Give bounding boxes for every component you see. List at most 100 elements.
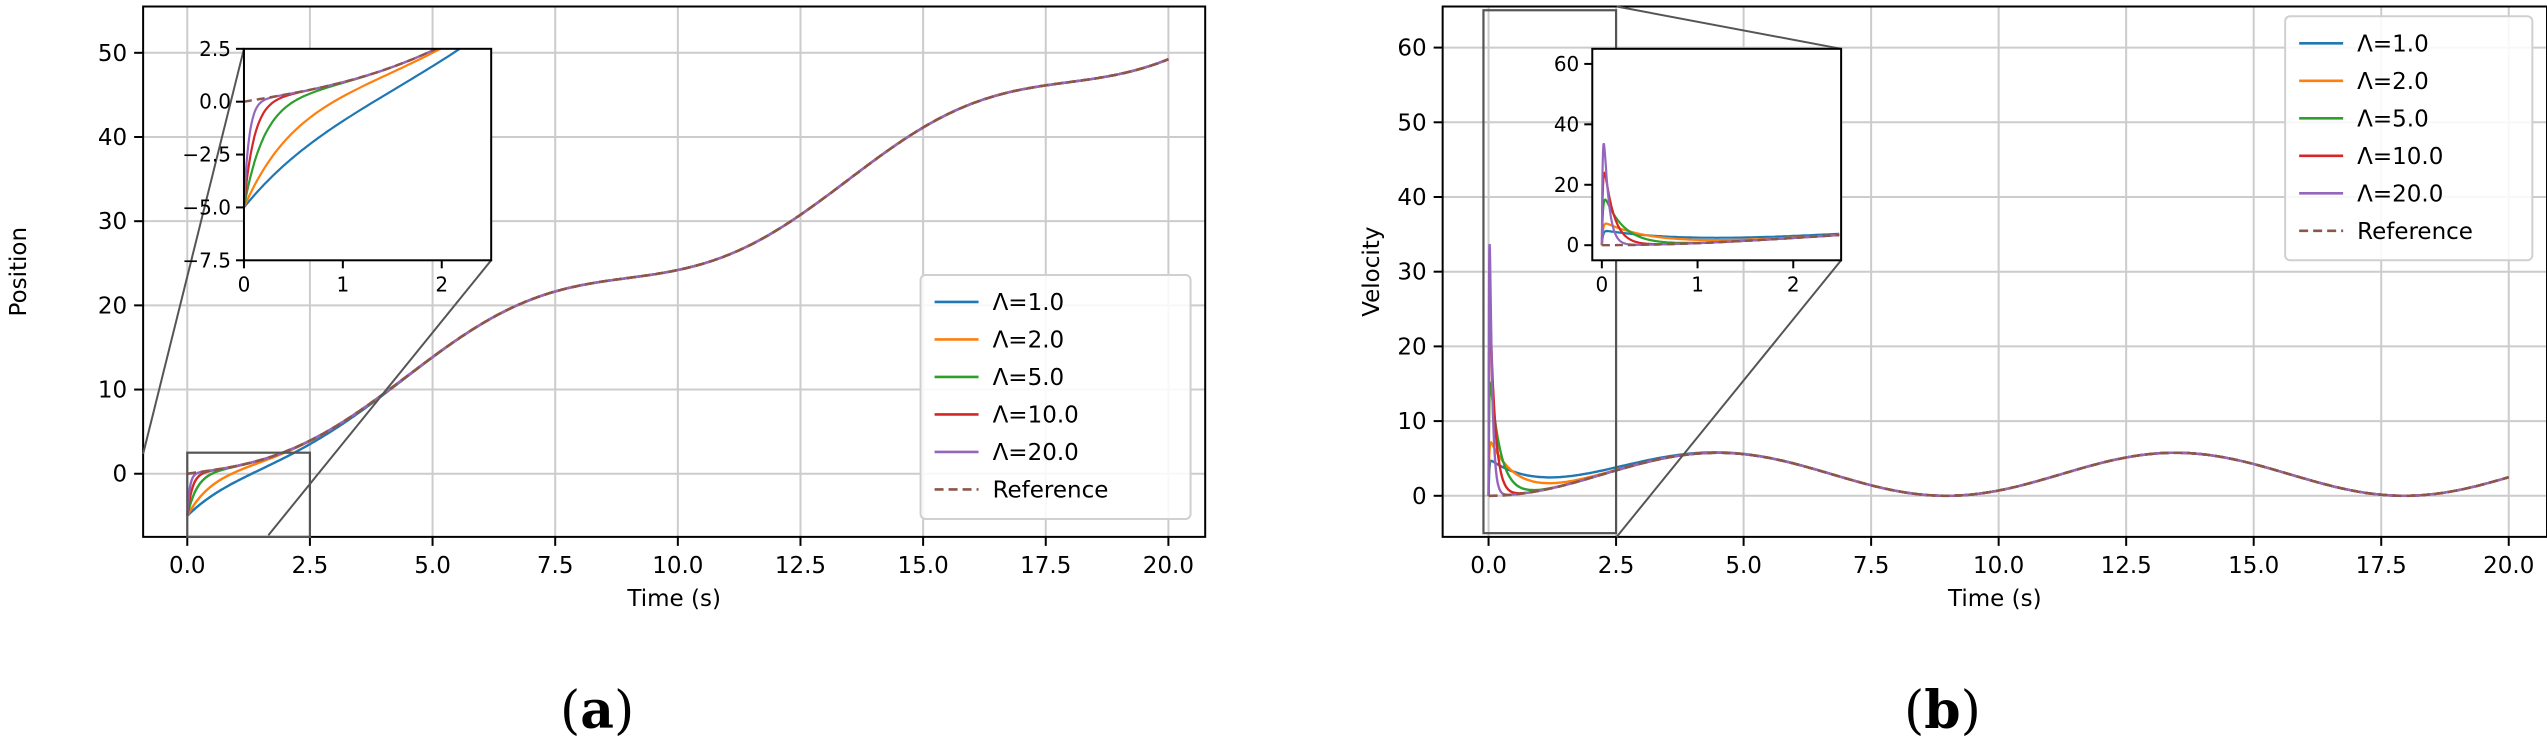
inset-x-tick-label-b-0: 0 bbox=[1595, 272, 1608, 296]
y-tick-label-b-1: 10 bbox=[1397, 409, 1426, 435]
x-tick-label-b-2: 5.0 bbox=[1725, 553, 1762, 579]
x-tick-label-b-0: 0.0 bbox=[1470, 553, 1507, 579]
inset-line-b-1 bbox=[1600, 222, 1840, 246]
zoom-rect-a bbox=[186, 451, 312, 538]
x-tick-label-a-2: 5.0 bbox=[414, 553, 451, 579]
zoom-indicator-b bbox=[1482, 5, 1842, 538]
x-tick-label-b-4: 10.0 bbox=[1973, 553, 2024, 579]
inset-line-b-5 bbox=[1601, 233, 1840, 247]
y-axis-label-a: Position bbox=[6, 227, 32, 317]
x-tick-label-a-3: 7.5 bbox=[537, 553, 574, 579]
x-tick-label-a-7: 17.5 bbox=[1020, 553, 1071, 579]
inset-x-tick-label-b-2: 2 bbox=[1787, 272, 1800, 296]
x-tick-label-a-6: 15.0 bbox=[898, 553, 949, 579]
x-tick-label-b-8: 20.0 bbox=[2483, 553, 2534, 579]
inset-x-tick-label-b-1: 1 bbox=[1691, 272, 1704, 296]
legend-label-a-2: Λ=5.0 bbox=[993, 365, 1065, 391]
y-tick-label-a-1: 10 bbox=[98, 378, 127, 404]
x-tick-label-b-7: 17.5 bbox=[2356, 553, 2407, 579]
caption-b-close: ) bbox=[1960, 681, 1981, 741]
legend-box-a bbox=[919, 273, 1192, 520]
legend-label-b-3: Λ=10.0 bbox=[2357, 144, 2443, 170]
inset-x-tick-label-a-2: 2 bbox=[435, 272, 448, 296]
series-group-b bbox=[1487, 243, 2510, 498]
zoom-connector-b-1 bbox=[1615, 259, 1842, 538]
caption-a-close: ) bbox=[614, 681, 635, 741]
inset-x-tick-label-a-0: 0 bbox=[238, 272, 251, 296]
inset-frame-b bbox=[1591, 47, 1843, 262]
inset-y-tick-label-a-3: 0.0 bbox=[199, 90, 231, 114]
y-tick-label-b-6: 60 bbox=[1397, 36, 1426, 62]
zoom-indicator-a bbox=[142, 48, 492, 538]
legend-label-a-1: Λ=2.0 bbox=[993, 327, 1065, 353]
inset-y-tick-label-a-1: −5.0 bbox=[182, 195, 231, 219]
legend-label-a-4: Λ=20.0 bbox=[993, 440, 1079, 466]
legend-b: Λ=1.0 Λ=2.0 Λ=5.0 Λ=10.0 Λ=20.0 Reference bbox=[2284, 15, 2534, 262]
inset-y-tick-label-b-1: 20 bbox=[1554, 173, 1579, 197]
chart-a: 0.0 2.5 5.0 7.5 10.0 12.5 15.0 17.5 20.001020304… bbox=[6, 5, 1207, 612]
x-tick-label-a-1: 2.5 bbox=[292, 553, 329, 579]
y-tick-label-b-4: 40 bbox=[1397, 185, 1426, 211]
x-axis-label-b: Time (s) bbox=[1947, 586, 2042, 612]
zoom-connector-a-1 bbox=[267, 259, 492, 536]
legend-label-b-5: Reference bbox=[2357, 219, 2473, 245]
zoom-rect-b bbox=[1482, 9, 1618, 535]
x-axis-label-a: Time (s) bbox=[626, 586, 721, 612]
inset-y-tick-label-b-3: 60 bbox=[1554, 52, 1579, 76]
legend-label-b-4: Λ=20.0 bbox=[2357, 181, 2443, 207]
inset-line-a-5 bbox=[243, 48, 439, 103]
series-line-a-5 bbox=[187, 58, 1169, 475]
inset-y-tick-label-a-4: 2.5 bbox=[199, 37, 231, 61]
axes-frame-a bbox=[142, 5, 1207, 538]
inset-background-a bbox=[243, 48, 492, 261]
inset-y-tick-label-b-2: 40 bbox=[1554, 112, 1579, 136]
caption-a-open: ( bbox=[560, 681, 581, 741]
legend-label-a-3: Λ=10.0 bbox=[993, 402, 1079, 428]
y-tick-label-a-3: 30 bbox=[98, 209, 127, 235]
y-axis-label-b: Velocity bbox=[1359, 227, 1385, 317]
y-tick-label-b-0: 0 bbox=[1412, 484, 1427, 510]
inset-y-tick-label-a-0: −7.5 bbox=[182, 248, 231, 272]
y-tick-label-b-3: 30 bbox=[1397, 260, 1426, 286]
inset-series-a bbox=[243, 48, 462, 209]
y-tick-label-a-0: 0 bbox=[112, 462, 127, 488]
legend-label-a-5: Reference bbox=[993, 477, 1109, 503]
caption-b-open: ( bbox=[1904, 681, 1925, 741]
zoom-connector-a-0 bbox=[142, 48, 245, 455]
inset-background-b bbox=[1592, 48, 1842, 261]
legend-label-b-2: Λ=5.0 bbox=[2357, 106, 2429, 132]
series-line-b-5 bbox=[1488, 451, 2510, 498]
y-tick-label-b-2: 20 bbox=[1397, 334, 1426, 360]
legend-label-a-0: Λ=1.0 bbox=[993, 290, 1065, 316]
inset-a: 0 1 2 −7.5 −5.0 −2.5 0.0 2.5 bbox=[182, 37, 493, 296]
caption-b: (b) bbox=[1904, 680, 1981, 741]
chart-b: 0.0 2.5 5.0 7.5 10.0 12.5 15.0 17.5 20.001020304… bbox=[1359, 5, 2547, 612]
legend-a: Λ=1.0 Λ=2.0 Λ=5.0 Λ=10.0 Λ=20.0 Reference bbox=[919, 273, 1192, 520]
inset-x-tick-label-a-1: 1 bbox=[336, 272, 349, 296]
x-tick-label-a-8: 20.0 bbox=[1143, 553, 1194, 579]
inset-series-b bbox=[1600, 143, 1840, 247]
caption-b-letter: b bbox=[1924, 680, 1961, 741]
inset-y-tick-label-b-0: 0 bbox=[1567, 233, 1580, 257]
y-tick-label-a-5: 50 bbox=[98, 41, 127, 67]
x-tick-label-b-6: 15.0 bbox=[2228, 553, 2279, 579]
series-group-a bbox=[186, 58, 1169, 517]
inset-y-tick-label-a-2: −2.5 bbox=[182, 143, 231, 167]
x-tick-label-a-4: 10.0 bbox=[652, 553, 703, 579]
x-tick-label-b-1: 2.5 bbox=[1598, 553, 1635, 579]
y-tick-label-a-4: 40 bbox=[98, 125, 127, 151]
zoom-connector-b-0 bbox=[1616, 5, 1842, 50]
x-tick-label-b-5: 12.5 bbox=[2101, 553, 2152, 579]
x-tick-label-a-5: 12.5 bbox=[775, 553, 826, 579]
inset-line-a-1 bbox=[243, 48, 443, 208]
y-tick-label-a-2: 20 bbox=[98, 293, 127, 319]
legend-box-b bbox=[2284, 15, 2534, 262]
caption-a: (a) bbox=[560, 680, 634, 741]
legend-label-b-0: Λ=1.0 bbox=[2357, 31, 2429, 57]
legend-label-b-1: Λ=2.0 bbox=[2357, 69, 2429, 95]
x-tick-label-a-0: 0.0 bbox=[169, 553, 206, 579]
y-tick-label-b-5: 50 bbox=[1397, 110, 1426, 136]
inset-line-a-0 bbox=[243, 48, 462, 209]
